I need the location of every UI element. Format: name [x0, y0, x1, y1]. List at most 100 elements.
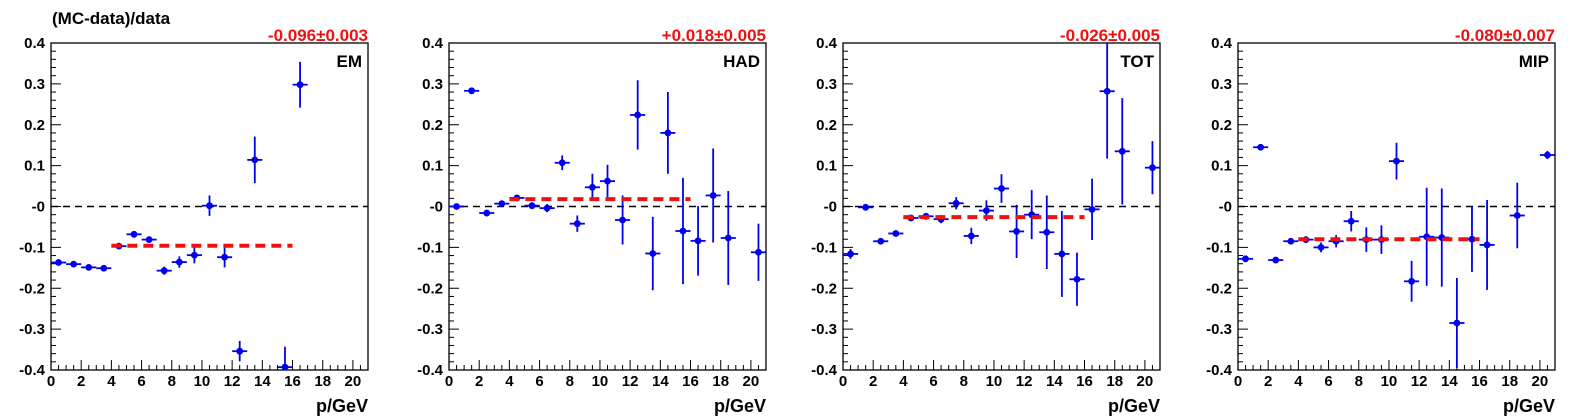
marker — [1118, 147, 1126, 155]
y-tick-label: -0 — [32, 199, 45, 216]
data-point — [1069, 252, 1085, 306]
marker — [709, 192, 717, 199]
x-axis-title: p/GeV — [316, 396, 368, 416]
data-point — [539, 204, 555, 213]
marker — [1513, 212, 1521, 219]
marker — [1073, 275, 1081, 283]
panel-tot: 0 2 4 6 8 10 12 14 16 18 20 -0.4 -0.3 -0.2 -0.1 -0 0.1 0.… — [811, 26, 1161, 416]
data-point — [201, 195, 218, 216]
fit-value-label: +0.018±0.005 — [662, 26, 766, 45]
data-point — [449, 203, 465, 210]
data-point — [750, 223, 766, 281]
y-tick-label: -0.1 — [19, 239, 45, 256]
data-point — [217, 246, 233, 268]
x-tick-label: 14 — [652, 373, 669, 390]
panel-mip: 0 2 4 6 8 10 12 14 16 18 20 -0.4 -0.3 -0.2 -0.1 -0 0.1 0.… — [1206, 26, 1556, 416]
x-tick-label: 2 — [1264, 373, 1272, 390]
x-tick-label: 2 — [77, 373, 85, 390]
marker — [664, 129, 672, 137]
fit-value-label: -0.096±0.003 — [268, 26, 368, 45]
x-tick-label: 8 — [168, 373, 176, 390]
data-point — [494, 200, 510, 208]
x-tick-label: 8 — [1355, 373, 1363, 390]
data-point — [1024, 190, 1040, 240]
data-point — [873, 237, 889, 245]
x-tick-label: 2 — [475, 373, 483, 390]
y-tick-label: -0.2 — [19, 280, 45, 297]
marker — [175, 258, 183, 266]
data-point — [843, 249, 859, 259]
data-point — [1268, 256, 1284, 264]
panel-title: MIP — [1519, 52, 1549, 71]
y-tick-label: -0 — [1219, 199, 1232, 216]
marker — [1347, 217, 1355, 225]
marker — [160, 267, 168, 275]
x-tick-label: 16 — [682, 373, 699, 390]
x-tick-label: 6 — [1324, 373, 1332, 390]
x-tick-label: 12 — [224, 373, 241, 390]
data-point — [1144, 141, 1160, 195]
data-point — [993, 174, 1010, 203]
data-point — [1099, 43, 1115, 159]
x-tick-label: 12 — [622, 373, 639, 390]
y-tick-label: 0.1 — [816, 158, 837, 175]
x-tick-label: 4 — [899, 373, 908, 390]
data-point — [186, 246, 202, 264]
data-point — [690, 206, 706, 276]
marker — [967, 232, 975, 240]
data-point — [1419, 187, 1435, 286]
marker — [1483, 241, 1491, 249]
data-point — [1009, 204, 1025, 259]
y-tick-label: 0.2 — [24, 117, 45, 134]
data-point — [554, 155, 570, 171]
x-tick-label: 14 — [1441, 373, 1458, 390]
x-tick-label: 0 — [839, 373, 847, 390]
marker — [755, 248, 762, 256]
marker — [892, 230, 900, 237]
marker — [604, 177, 611, 185]
y-tick-label: 0.4 — [816, 35, 838, 52]
marker — [1287, 237, 1295, 245]
marker — [1013, 228, 1020, 235]
y-tick-label: 0.4 — [422, 35, 444, 52]
x-axis-title: p/GeV — [714, 396, 766, 416]
x-tick-label: 6 — [137, 373, 145, 390]
data-point — [858, 203, 874, 211]
marker — [1149, 164, 1156, 172]
marker — [453, 203, 460, 210]
x-tick-label: 6 — [929, 373, 937, 390]
x-tick-label: 20 — [345, 373, 362, 390]
marker — [1317, 243, 1325, 251]
y-tick-label: -0.2 — [1206, 280, 1232, 297]
data-point — [171, 256, 187, 268]
y-tick-label: -0.3 — [1206, 321, 1232, 338]
marker — [236, 347, 244, 355]
data-point — [660, 92, 676, 174]
x-tick-label: 14 — [254, 373, 271, 390]
x-tick-label: 16 — [284, 373, 301, 390]
marker — [724, 234, 732, 242]
y-tick-label: -0.4 — [1206, 362, 1233, 379]
y-tick-label: -0.4 — [811, 362, 838, 379]
x-tick-label: 20 — [1532, 373, 1549, 390]
y-tick-label: 0.4 — [24, 35, 46, 52]
panels: 0 2 4 6 8 10 12 14 16 18 20-0.4-0.3-0.2-0.1-00.10.… — [19, 26, 1556, 416]
y-tick-label: 0.1 — [422, 158, 443, 175]
y-tick-label: -0.4 — [417, 362, 444, 379]
data-point — [524, 202, 540, 210]
data-point — [705, 148, 721, 243]
marker — [1453, 319, 1461, 327]
data-point — [1509, 182, 1525, 249]
marker — [1544, 151, 1551, 159]
data-point — [1084, 178, 1100, 241]
y-tick-label: -0.2 — [811, 280, 837, 297]
data-point — [720, 190, 736, 285]
x-axis-title: p/GeV — [1503, 396, 1555, 416]
y-tick-label: 0.4 — [1211, 35, 1233, 52]
data-point — [1388, 142, 1405, 180]
marker — [634, 111, 642, 119]
data-point — [126, 230, 142, 238]
marker — [468, 87, 476, 95]
marker — [1408, 277, 1415, 285]
data-point — [247, 136, 263, 184]
